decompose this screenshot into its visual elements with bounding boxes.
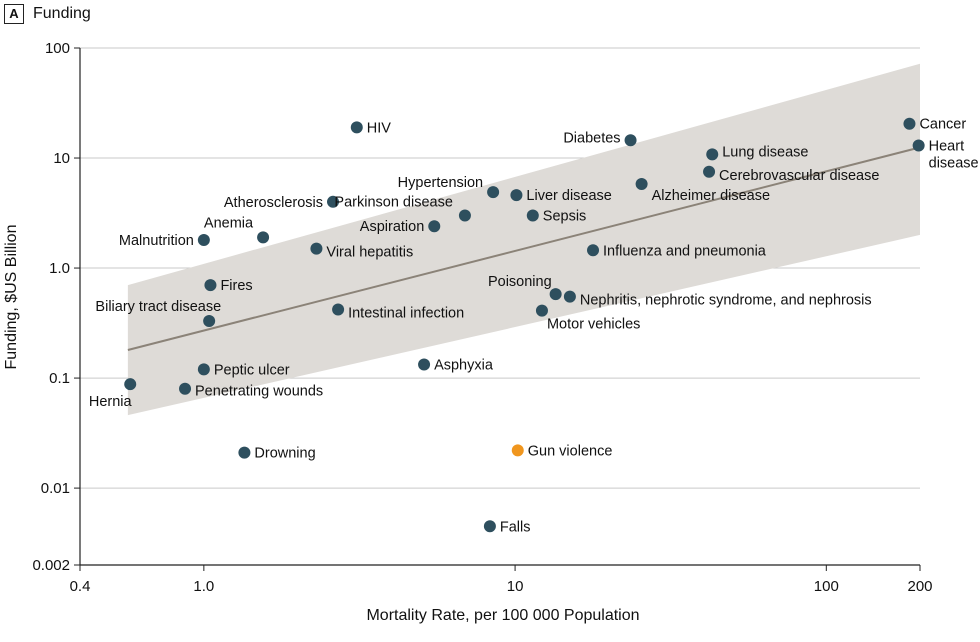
point-label-atherosclerosis: Atherosclerosis xyxy=(224,195,323,211)
point-cancer xyxy=(903,117,916,130)
x-axis-title: Mortality Rate, per 100 000 Population xyxy=(366,607,639,624)
point-label-falls: Falls xyxy=(500,519,531,535)
point-sepsis xyxy=(526,209,539,222)
point-label-influenza-and-pneumonia: Influenza and pneumonia xyxy=(603,243,767,259)
point-labels-group: Cancer Heart disease Lung disease Cerebrovas… xyxy=(89,117,979,536)
y-tick-label: 0.002 xyxy=(32,557,70,574)
point-heart-disease xyxy=(912,139,925,152)
panel-letter: A xyxy=(4,4,24,24)
point-anemia xyxy=(257,231,270,244)
point-falls xyxy=(483,520,496,533)
x-tick-label: 10 xyxy=(507,578,524,595)
point-label-hiv: HIV xyxy=(367,120,392,136)
y-tick-label: 1.0 xyxy=(49,260,70,277)
point-label-malnutrition: Malnutrition xyxy=(119,233,194,249)
point-label-nephritis-nephrotic-syndrome-and-nephrosis: Nephritis, nephrotic syndrome, and nephr… xyxy=(580,293,872,309)
point-parkinson-disease xyxy=(458,209,471,222)
point-label-aspiration: Aspiration xyxy=(360,219,424,235)
point-label-gun-violence: Gun violence xyxy=(528,443,613,459)
x-tick-label: 1.0 xyxy=(193,578,214,595)
point-peptic-ulcer xyxy=(197,363,210,376)
fit-line-group xyxy=(127,146,921,351)
point-cerebrovascular-disease xyxy=(703,165,716,178)
axes: 0.002 0.01 0.1 1.0 10 100 0.4 1.0 10 100 200 xyxy=(32,40,932,595)
point-label-hypertension: Hypertension xyxy=(398,175,483,191)
point-alzheimer-disease xyxy=(635,178,648,191)
point-diabetes xyxy=(624,134,637,147)
point-label-poisoning: Poisoning xyxy=(488,274,552,290)
point-label-peptic-ulcer: Peptic ulcer xyxy=(214,362,290,378)
point-motor-vehicles xyxy=(535,304,548,317)
x-tick-label: 0.4 xyxy=(70,578,91,595)
point-label-alzheimer-disease: Alzheimer disease xyxy=(652,188,770,204)
point-nephritis-nephrotic-syndrome-and-nephrosis xyxy=(563,290,576,303)
point-fires xyxy=(204,279,217,292)
panel-title: Funding xyxy=(33,5,91,22)
point-label-motor-vehicles: Motor vehicles xyxy=(547,317,640,333)
point-viral-hepatitis xyxy=(310,242,323,255)
point-label-parkinson-disease: Parkinson disease xyxy=(334,195,453,211)
point-label-fires: Fires xyxy=(220,278,252,294)
x-tick-label: 200 xyxy=(907,578,932,595)
fit-line xyxy=(127,146,921,351)
point-label-intestinal-infection: Intestinal infection xyxy=(348,305,464,321)
point-label-heart-disease: Heart disease xyxy=(929,138,979,171)
point-label-cancer: Cancer xyxy=(919,117,966,133)
point-liver-disease xyxy=(510,189,523,202)
point-label-lung-disease: Lung disease xyxy=(722,144,808,160)
point-label-biliary-tract-disease: Biliary tract disease xyxy=(95,299,221,315)
point-intestinal-infection xyxy=(332,303,345,316)
point-gun-violence xyxy=(511,444,524,457)
point-label-viral-hepatitis: Viral hepatitis xyxy=(326,245,413,261)
y-tick-label: 0.01 xyxy=(41,480,70,497)
point-label-sepsis: Sepsis xyxy=(543,209,587,225)
point-label-asphyxia: Asphyxia xyxy=(434,357,494,373)
point-atherosclerosis xyxy=(327,195,340,208)
confidence-band-group xyxy=(127,63,921,416)
point-label-cerebrovascular-disease: Cerebrovascular disease xyxy=(719,168,879,184)
point-hiv xyxy=(350,121,363,134)
point-lung-disease xyxy=(706,148,719,161)
x-tick-label: 100 xyxy=(814,578,839,595)
y-tick-label: 100 xyxy=(45,40,70,57)
y-tick-label: 0.1 xyxy=(49,370,70,387)
y-axis-title: Funding, $US Billion xyxy=(3,225,20,370)
point-drowning xyxy=(238,446,251,459)
point-label-anemia: Anemia xyxy=(204,215,254,231)
point-label-liver-disease: Liver disease xyxy=(526,188,611,204)
point-asphyxia xyxy=(418,358,431,371)
point-biliary-tract-disease xyxy=(203,315,216,328)
point-label-diabetes: Diabetes xyxy=(563,130,620,146)
point-aspiration xyxy=(428,220,441,233)
point-label-penetrating-wounds: Penetrating wounds xyxy=(195,384,323,400)
point-hernia xyxy=(124,378,137,391)
point-label-hernia: Hernia xyxy=(89,394,133,410)
confidence-band xyxy=(127,63,921,416)
point-hypertension xyxy=(487,186,500,199)
point-malnutrition xyxy=(197,233,210,246)
points-group xyxy=(124,117,925,533)
panel-header: A Funding xyxy=(4,2,91,26)
point-penetrating-wounds xyxy=(179,382,192,395)
point-label-drowning: Drowning xyxy=(254,446,315,462)
point-poisoning xyxy=(549,288,562,301)
y-tick-label: 10 xyxy=(53,150,70,167)
point-influenza-and-pneumonia xyxy=(587,244,600,257)
